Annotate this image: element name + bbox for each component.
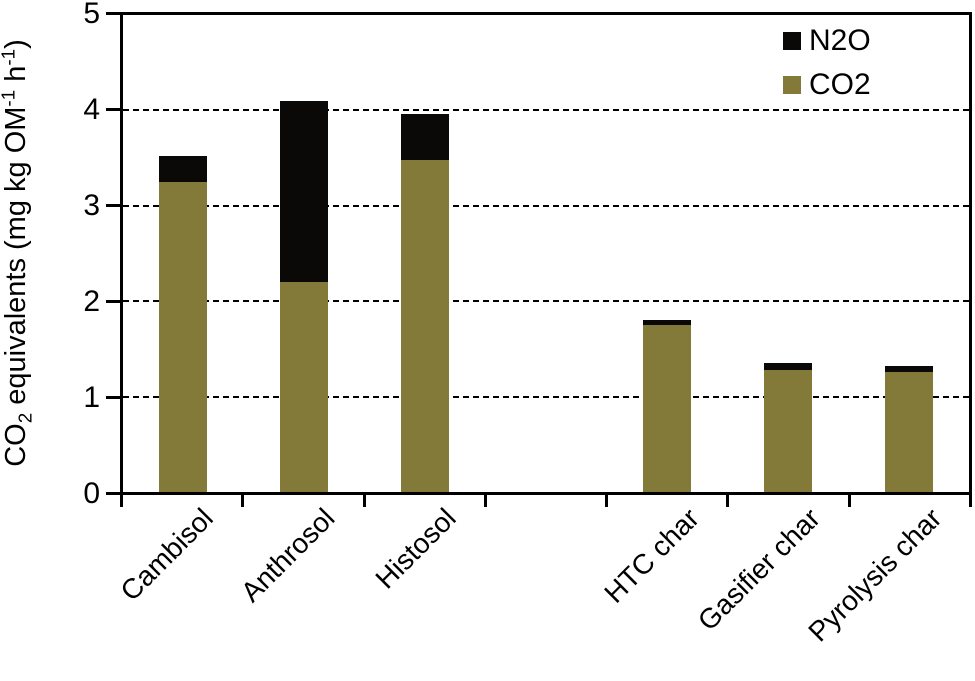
x-axis-tick-5 xyxy=(726,495,730,507)
bar-segment-co2-gasifier-char xyxy=(763,369,812,492)
x-category-label-gasifier-char: Gasifier char xyxy=(691,502,826,637)
bar-segment-co2-anthrosol xyxy=(280,282,329,492)
y-axis-title-text: h xyxy=(0,65,32,90)
legend-label-co2: CO2 xyxy=(809,68,871,101)
x-category-label-histosol: Histosol xyxy=(369,502,462,595)
y-tick-label-1: 1 xyxy=(83,380,100,414)
legend-item-co2: CO2 xyxy=(783,68,871,102)
x-category-label-cambisol: Cambisol xyxy=(114,502,220,607)
legend: N2O CO2 xyxy=(783,24,871,102)
plot-area xyxy=(120,12,972,495)
y-tick-label-0: 0 xyxy=(83,476,100,510)
y-tick-label-4: 4 xyxy=(83,92,100,126)
y-axis-tick-5 xyxy=(106,12,120,15)
gridline-y-4 xyxy=(123,109,969,112)
gridline-y-1 xyxy=(123,395,969,398)
y-axis-title-subscript: 2 xyxy=(14,412,36,424)
x-axis-tick-4 xyxy=(605,495,609,507)
bar-segment-n2o-anthrosol xyxy=(280,100,329,283)
bar-segment-co2-histosol xyxy=(401,160,450,492)
legend-swatch-n2o xyxy=(783,32,801,50)
bar-segment-n2o-gasifier-char xyxy=(763,363,812,370)
y-axis-tick-0 xyxy=(106,492,120,495)
y-axis-title-text: equivalents (mg kg OM xyxy=(0,106,32,413)
y-axis-tick-1 xyxy=(106,396,120,399)
gridline-y-3 xyxy=(123,204,969,207)
x-category-label-anthrosol: Anthrosol xyxy=(235,502,341,608)
y-axis-title-text: CO xyxy=(0,423,32,467)
y-axis-tick-4 xyxy=(106,108,120,111)
y-axis-title-superscript: -1 xyxy=(0,89,19,107)
bar-segment-n2o-histosol xyxy=(401,114,450,161)
x-axis-tick-7 xyxy=(969,495,972,507)
bar-segment-n2o-cambisol xyxy=(159,156,208,182)
bar-segment-co2-htc-char xyxy=(642,325,691,492)
y-tick-label-2: 2 xyxy=(83,284,100,318)
y-axis-tick-2 xyxy=(106,300,120,303)
y-axis-title-superscript: -1 xyxy=(0,48,19,66)
legend-item-n2o: N2O xyxy=(783,24,871,58)
y-axis-tick-3 xyxy=(106,204,120,207)
y-tick-label-3: 3 xyxy=(83,188,100,222)
x-axis-tick-1 xyxy=(241,495,245,507)
x-axis-tick-3 xyxy=(483,495,487,507)
bar-segment-n2o-pyrolysis-char xyxy=(884,366,933,372)
x-category-label-htc-char: HTC char xyxy=(597,502,705,609)
gridline-y-2 xyxy=(123,300,969,303)
x-axis-tick-2 xyxy=(362,495,366,507)
legend-swatch-co2 xyxy=(783,76,801,94)
x-axis-tick-6 xyxy=(847,495,851,507)
x-axis-tick-0 xyxy=(120,495,123,507)
legend-label-n2o: N2O xyxy=(809,24,871,57)
y-axis-title-text: ) xyxy=(0,39,32,49)
y-axis-title: CO2 equivalents (mg kg OM-1 h-1) xyxy=(0,39,37,467)
bar-segment-co2-cambisol xyxy=(159,181,208,492)
bar-segment-co2-pyrolysis-char xyxy=(884,371,933,492)
y-tick-label-5: 5 xyxy=(83,0,100,30)
bar-segment-n2o-htc-char xyxy=(642,320,691,326)
plot-inner-area xyxy=(123,15,969,492)
